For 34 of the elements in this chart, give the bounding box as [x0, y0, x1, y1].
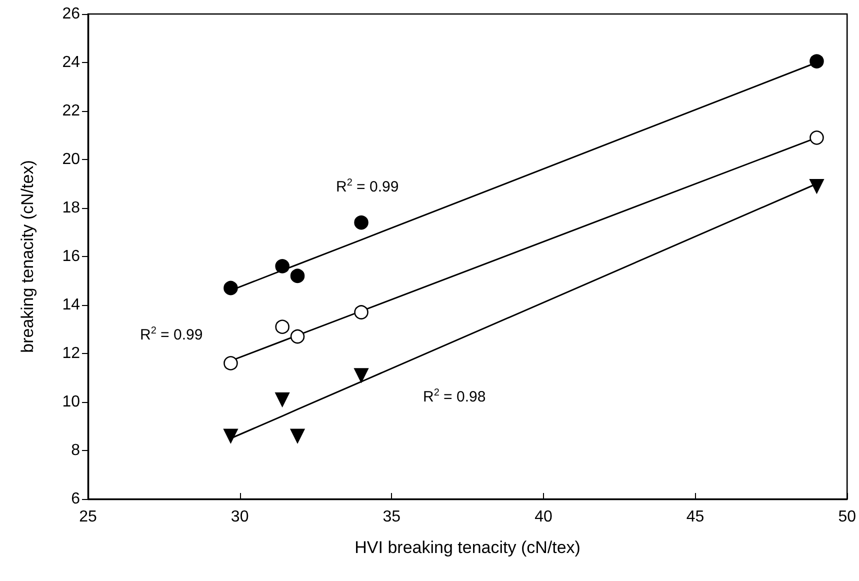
- y-tick-label: 10: [62, 394, 80, 410]
- point: [290, 428, 305, 444]
- y-tick-label: 8: [71, 442, 80, 459]
- point: [290, 268, 305, 284]
- point: [224, 280, 238, 296]
- x-tick-label: 25: [79, 508, 97, 526]
- x-axis-title: HVI breaking tenacity (cN/tex): [354, 538, 580, 557]
- point: [224, 428, 238, 444]
- point: [275, 392, 290, 407]
- y-tick-label: 24: [62, 54, 80, 71]
- point: [810, 179, 824, 194]
- y-tick-label: 12: [62, 345, 80, 362]
- y-tick-label: 16: [62, 248, 80, 265]
- y-tick-label: 22: [62, 102, 80, 120]
- point: [810, 130, 824, 145]
- x-tick-label: 35: [382, 508, 401, 526]
- point: [354, 368, 368, 382]
- point: [354, 215, 368, 230]
- x-tick-label: 40: [534, 508, 552, 526]
- point: [290, 329, 305, 344]
- y-tick-label: 20: [62, 151, 80, 168]
- y-tick-label: 18: [62, 200, 80, 216]
- point: [354, 305, 368, 320]
- point: [224, 356, 238, 370]
- x-tick-label: 50: [838, 508, 856, 526]
- x-tick-label: 30: [230, 508, 249, 526]
- x-tick-label: 45: [686, 508, 704, 526]
- point: [275, 259, 290, 274]
- y-tick-label: 6: [71, 490, 80, 508]
- point: [275, 320, 290, 334]
- point: [810, 54, 824, 68]
- y-tick-label: 14: [62, 296, 80, 314]
- y-axis-title: breaking tenacity (cN/tex): [18, 160, 37, 353]
- y-tick-label: 26: [62, 6, 80, 22]
